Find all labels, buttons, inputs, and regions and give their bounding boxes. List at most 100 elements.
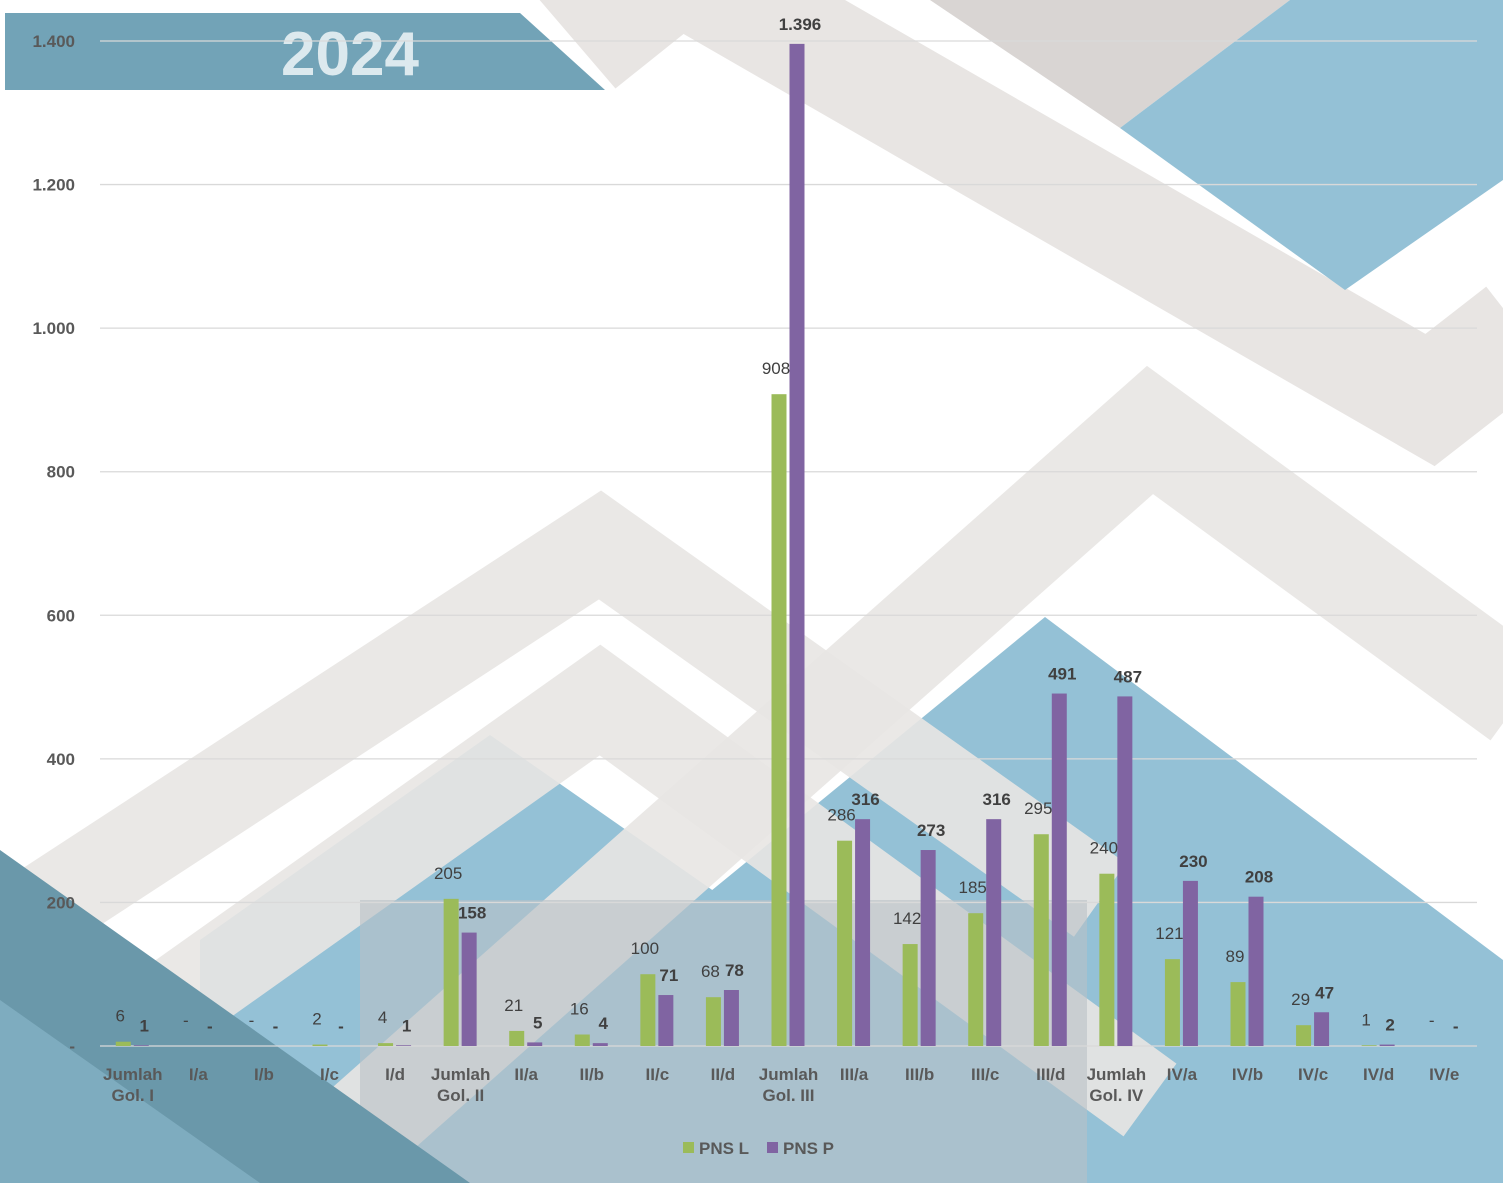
value-label: 5: [533, 1013, 542, 1032]
bar: [1165, 959, 1180, 1046]
value-label: 100: [631, 939, 659, 958]
bar: [575, 1035, 590, 1046]
value-label: -: [338, 1017, 344, 1036]
bar: [921, 850, 936, 1046]
value-label: 2: [1385, 1016, 1394, 1035]
value-label: 487: [1114, 667, 1142, 686]
bar: [444, 899, 459, 1046]
bar: [1231, 982, 1246, 1046]
bar: [772, 394, 787, 1046]
chart-title: 2024: [281, 20, 419, 89]
x-tick-label: Jumlah Gol. II: [429, 1064, 493, 1106]
value-label: 1: [1361, 1010, 1370, 1029]
value-label: 273: [917, 821, 945, 840]
value-label: 47: [1315, 983, 1334, 1002]
value-label: 316: [983, 790, 1011, 809]
x-tick-label: III/a: [822, 1064, 886, 1085]
value-label: 158: [458, 904, 486, 923]
bar: [640, 974, 655, 1046]
bar: [527, 1042, 542, 1046]
legend-label: PNS P: [783, 1139, 834, 1158]
value-label: 4: [378, 1008, 387, 1027]
value-label: -: [183, 1011, 189, 1030]
value-label: 230: [1179, 852, 1207, 871]
x-tick-label: IV/e: [1412, 1064, 1476, 1085]
page: 2024 -2004006008001.0001.2001.40061----2…: [0, 0, 1503, 1183]
x-tick-label: Jumlah Gol. III: [757, 1064, 821, 1106]
y-tick-label: 600: [47, 606, 75, 625]
x-tick-label: III/c: [953, 1064, 1017, 1085]
background: [0, 0, 1503, 1183]
y-tick-label: 1.200: [32, 176, 75, 195]
x-tick-label: I/c: [298, 1064, 362, 1085]
value-label: 78: [725, 961, 744, 980]
value-label: 2: [312, 1010, 321, 1029]
x-tick-label: II/a: [494, 1064, 558, 1085]
value-label: 316: [851, 790, 879, 809]
value-label: 1.396: [779, 15, 822, 34]
bar: [509, 1031, 524, 1046]
bar: [1314, 1012, 1329, 1046]
bar: [1117, 696, 1132, 1046]
value-label: 491: [1048, 665, 1076, 684]
bar: [724, 990, 739, 1046]
y-tick-label: 800: [47, 463, 75, 482]
bar: [1249, 897, 1264, 1046]
value-label: 185: [959, 878, 987, 897]
y-tick-label: 1.000: [32, 319, 75, 338]
y-tick-label: 1.400: [32, 32, 75, 51]
x-tick-label: IV/b: [1216, 1064, 1280, 1085]
value-label: -: [273, 1017, 279, 1036]
legend-label: PNS L: [699, 1139, 749, 1158]
x-tick-label: I/d: [363, 1064, 427, 1085]
bar: [1362, 1045, 1377, 1046]
bar: [396, 1045, 411, 1046]
value-label: -: [249, 1011, 255, 1030]
value-label: 908: [762, 359, 790, 378]
value-label: 4: [599, 1014, 609, 1033]
value-label: 295: [1024, 799, 1052, 818]
value-label: -: [1429, 1011, 1435, 1030]
value-label: 29: [1291, 990, 1310, 1009]
bar: [313, 1045, 328, 1046]
bar: [462, 933, 477, 1046]
chart: 2024 -2004006008001.0001.2001.40061----2…: [0, 0, 1503, 1183]
value-label: 89: [1226, 947, 1245, 966]
bar: [1052, 694, 1067, 1046]
value-label: 1: [402, 1016, 411, 1035]
value-label: 1: [140, 1016, 149, 1035]
x-tick-label: IV/d: [1347, 1064, 1411, 1085]
bar: [968, 913, 983, 1046]
legend-swatch: [767, 1142, 778, 1153]
value-label: 6: [116, 1007, 125, 1026]
bar: [903, 944, 918, 1046]
x-tick-label: Jumlah Gol. I: [101, 1064, 165, 1106]
bar: [1183, 881, 1198, 1046]
bar: [1380, 1045, 1395, 1046]
y-tick-label: 200: [47, 893, 75, 912]
value-label: -: [1453, 1017, 1459, 1036]
value-label: 121: [1155, 924, 1183, 943]
bar: [837, 841, 852, 1046]
legend-swatch: [683, 1142, 694, 1153]
y-tick-label: -: [69, 1037, 75, 1056]
y-tick-label: 400: [47, 750, 75, 769]
bar: [116, 1042, 131, 1046]
x-tick-label: II/d: [691, 1064, 755, 1085]
value-label: -: [207, 1017, 213, 1036]
x-tick-label: I/b: [232, 1064, 296, 1085]
value-label: 71: [659, 966, 678, 985]
x-tick-label: IV/a: [1150, 1064, 1214, 1085]
x-tick-label: III/b: [888, 1064, 952, 1085]
bar: [706, 997, 721, 1046]
x-tick-label: III/d: [1019, 1064, 1083, 1085]
bar: [1099, 874, 1114, 1046]
value-label: 208: [1245, 868, 1273, 887]
bar: [658, 995, 673, 1046]
x-tick-label: II/b: [560, 1064, 624, 1085]
x-tick-label: II/c: [625, 1064, 689, 1085]
bar: [1296, 1025, 1311, 1046]
bar: [986, 819, 1001, 1046]
bar: [378, 1043, 393, 1046]
bar: [790, 44, 805, 1046]
